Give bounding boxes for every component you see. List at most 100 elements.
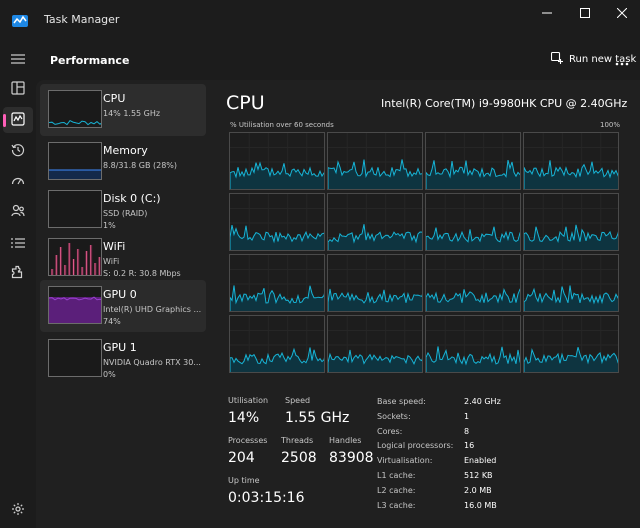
device-item-cpu[interactable]: CPU 14% 1.55 GHz [40, 84, 206, 136]
core-graph [229, 315, 325, 373]
run-new-task-label: Run new task [569, 54, 637, 65]
nav-performance[interactable] [3, 107, 33, 133]
device-mini-graph [48, 142, 102, 180]
spec-value: Enabled [464, 456, 497, 466]
utilisation-label: Utilisation [228, 396, 269, 405]
device-subtitle: WiFi [103, 257, 120, 266]
navigation-rail [0, 40, 36, 528]
device-mini-graph [48, 238, 102, 276]
spec-label: Sockets: [377, 411, 411, 421]
device-mini-graph [48, 286, 102, 324]
threads-value: 2508 [281, 450, 317, 466]
device-detail: 1% [103, 221, 116, 230]
device-name: WiFi [103, 240, 126, 253]
spec-value: 2.40 GHz [464, 397, 501, 406]
maximize-button[interactable] [562, 0, 608, 26]
cpu-heading: CPU [226, 92, 265, 114]
speedometer-icon [11, 173, 25, 192]
processes-icon [11, 80, 25, 99]
device-item-wifi[interactable]: WiFi WiFi S: 0.2 R: 30.8 Mbps [40, 232, 206, 284]
device-detail: 0% [103, 370, 116, 379]
nav-startup-apps[interactable] [3, 169, 33, 195]
cpu-core-graphs [229, 132, 621, 374]
window-title: Task Manager [44, 13, 120, 26]
speed-value: 1.55 GHz [285, 410, 350, 426]
graph-max-label: 100% [599, 121, 620, 129]
device-name: GPU 0 [103, 288, 137, 301]
nav-details[interactable] [3, 230, 33, 256]
spec-label: Cores: [377, 426, 403, 436]
core-graph [327, 315, 423, 373]
run-task-icon [550, 51, 563, 67]
spec-label: L3 cache: [377, 500, 416, 510]
core-graph [425, 315, 521, 373]
task-manager-icon [12, 12, 28, 27]
page-title: Performance [50, 54, 130, 67]
minimize-icon [542, 8, 552, 18]
uptime-value: 0:03:15:16 [228, 490, 305, 506]
core-graph [425, 193, 521, 251]
spec-value: 16.0 MB [464, 500, 497, 510]
device-subtitle: Intel(R) UHD Graphics ... [103, 305, 202, 314]
speed-label: Speed [285, 396, 311, 405]
device-detail: 74% [103, 317, 121, 326]
core-graph [229, 132, 325, 190]
device-item-disk-0-c[interactable]: Disk 0 (C:) SSD (RAID) 1% [40, 184, 206, 236]
handles-label: Handles [329, 436, 362, 445]
device-mini-graph [48, 190, 102, 228]
spec-label: L2 cache: [377, 485, 416, 495]
spec-label: Logical processors: [377, 441, 454, 451]
performance-icon [11, 111, 25, 130]
core-graph [523, 132, 619, 190]
device-mini-graph [48, 339, 102, 377]
device-subtitle: NVIDIA Quadro RTX 30... [103, 358, 201, 367]
device-name: CPU [103, 92, 126, 105]
spec-value: 1 [464, 411, 470, 421]
core-graph [229, 254, 325, 312]
device-name: Memory [103, 144, 148, 157]
graph-caption: % Utilisation over 60 seconds [230, 121, 334, 129]
title-bar: Task Manager [0, 0, 640, 40]
page-header: Performance Run new task [36, 40, 640, 80]
utilisation-value: 14% [228, 410, 260, 426]
device-item-gpu-0[interactable]: GPU 0 Intel(R) UHD Graphics ... 74% [40, 280, 206, 332]
device-subtitle: SSD (RAID) [103, 209, 148, 218]
device-item-memory[interactable]: Memory 8.8/31.8 GB (28%) [40, 136, 206, 188]
device-name: GPU 1 [103, 341, 137, 354]
cpu-model-name: Intel(R) Core(TM) i9-9980HK CPU @ 2.40GH… [381, 97, 628, 110]
more-options-button[interactable] [610, 50, 634, 70]
history-icon [11, 142, 25, 161]
core-graph [327, 193, 423, 251]
close-icon [617, 8, 627, 18]
close-button[interactable] [599, 0, 640, 26]
run-new-task-button[interactable]: Run new task [550, 51, 637, 67]
core-graph [523, 193, 619, 251]
menu-button[interactable] [3, 46, 33, 72]
puzzle-icon [11, 264, 25, 283]
core-graph [425, 254, 521, 312]
processes-label: Processes [228, 436, 268, 445]
maximize-icon [580, 8, 590, 18]
nav-processes[interactable] [3, 76, 33, 102]
device-detail: S: 0.2 R: 30.8 Mbps [103, 269, 181, 278]
list-icon [11, 234, 25, 253]
processes-value: 204 [228, 450, 255, 466]
nav-services[interactable] [3, 260, 33, 286]
device-subtitle: 14% 1.55 GHz [103, 109, 161, 118]
content-panel: CPU 14% 1.55 GHz Memory 8.8/31.8 GB (28%) Di… [36, 80, 640, 528]
nav-app-history[interactable] [3, 138, 33, 164]
settings-button[interactable] [8, 500, 28, 520]
spec-label: Base speed: [377, 397, 426, 406]
core-graph [327, 254, 423, 312]
device-subtitle: 8.8/31.8 GB (28%) [103, 161, 178, 170]
spec-value: 16 [464, 441, 475, 451]
gear-icon [11, 501, 25, 520]
device-item-gpu-1[interactable]: GPU 1 NVIDIA Quadro RTX 30... 0% [40, 333, 206, 385]
minimize-button[interactable] [524, 0, 570, 26]
users-icon [11, 203, 25, 222]
core-graph [425, 132, 521, 190]
spec-value: 512 KB [464, 471, 493, 480]
nav-users[interactable] [3, 199, 33, 225]
spec-label: Virtualisation: [377, 456, 433, 466]
core-graph [327, 132, 423, 190]
